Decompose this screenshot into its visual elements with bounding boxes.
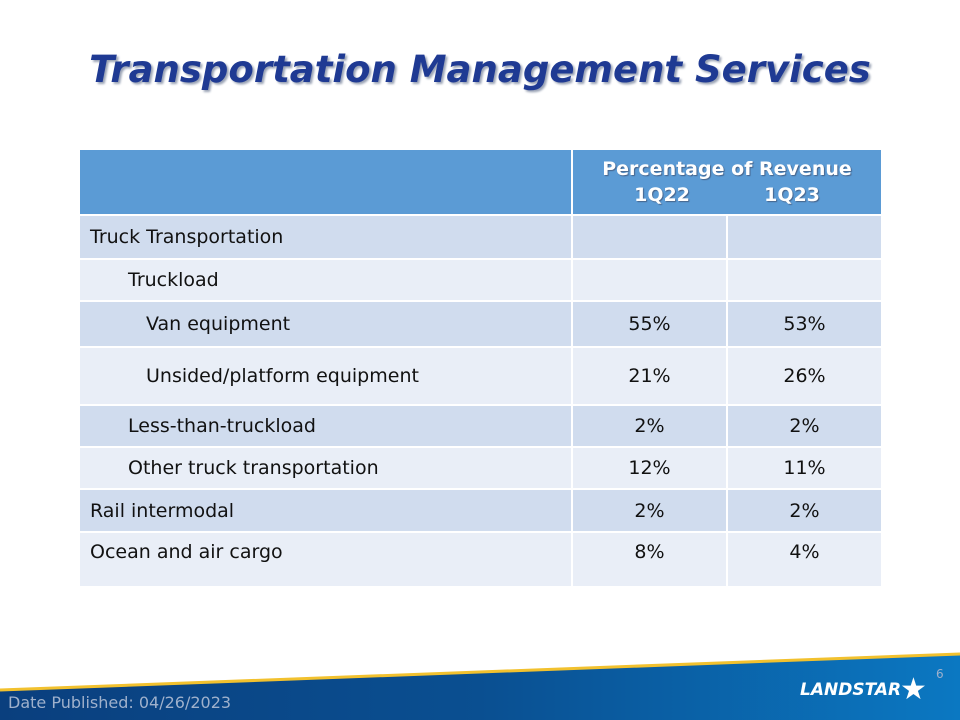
header-empty — [78, 148, 573, 216]
row-label: Unsided/platform equipment — [78, 346, 573, 406]
cell-1q22: 55% — [571, 300, 728, 348]
cell-1q23 — [726, 258, 883, 302]
row-label: Van equipment — [78, 300, 573, 348]
revenue-table: Percentage of Revenue 1Q22 1Q23 Truck Tra… — [78, 148, 883, 588]
cell-1q22: 8% — [571, 531, 728, 588]
cell-1q23: 26% — [726, 346, 883, 406]
cell-1q22: 12% — [571, 446, 728, 490]
table-row: Unsided/platform equipment 21% 26% — [78, 346, 883, 406]
table-row: Rail intermodal 2% 2% — [78, 488, 883, 533]
table-header: Percentage of Revenue 1Q22 1Q23 — [78, 148, 883, 216]
table-row: Truckload — [78, 258, 883, 302]
cell-1q23: 53% — [726, 300, 883, 348]
cell-1q23 — [726, 214, 883, 260]
row-label: Ocean and air cargo — [78, 531, 573, 588]
date-published: Date Published: 04/26/2023 — [8, 693, 232, 712]
table-row: Truck Transportation — [78, 214, 883, 260]
header-group-label: Percentage of Revenue — [602, 158, 852, 180]
table-row: Other truck transportation 12% 11% — [78, 446, 883, 490]
cell-1q23: 2% — [726, 404, 883, 448]
table-row: Ocean and air cargo 8% 4% — [78, 531, 883, 588]
cell-1q22: 2% — [571, 488, 728, 533]
header-group: Percentage of Revenue 1Q22 1Q23 — [571, 148, 883, 216]
footer-band — [0, 652, 960, 720]
row-label: Rail intermodal — [78, 488, 573, 533]
star-icon: ★ — [900, 672, 927, 707]
landstar-logo: LANDSTAR — [800, 680, 902, 700]
cell-1q22 — [571, 258, 728, 302]
row-label: Other truck transportation — [78, 446, 573, 490]
table-row: Van equipment 55% 53% — [78, 300, 883, 348]
header-1q23: 1Q23 — [764, 184, 820, 206]
header-1q22: 1Q22 — [634, 184, 690, 206]
row-label: Truckload — [78, 258, 573, 302]
row-label: Truck Transportation — [78, 214, 573, 260]
cell-1q23: 2% — [726, 488, 883, 533]
cell-1q22 — [571, 214, 728, 260]
page-number: 6 — [936, 667, 944, 681]
cell-1q22: 2% — [571, 404, 728, 448]
cell-1q23: 11% — [726, 446, 883, 490]
table-row: Less-than-truckload 2% 2% — [78, 404, 883, 448]
row-label: Less-than-truckload — [78, 404, 573, 448]
cell-1q23: 4% — [726, 531, 883, 588]
cell-1q22: 21% — [571, 346, 728, 406]
slide-title: Transportation Management Services — [89, 48, 871, 91]
